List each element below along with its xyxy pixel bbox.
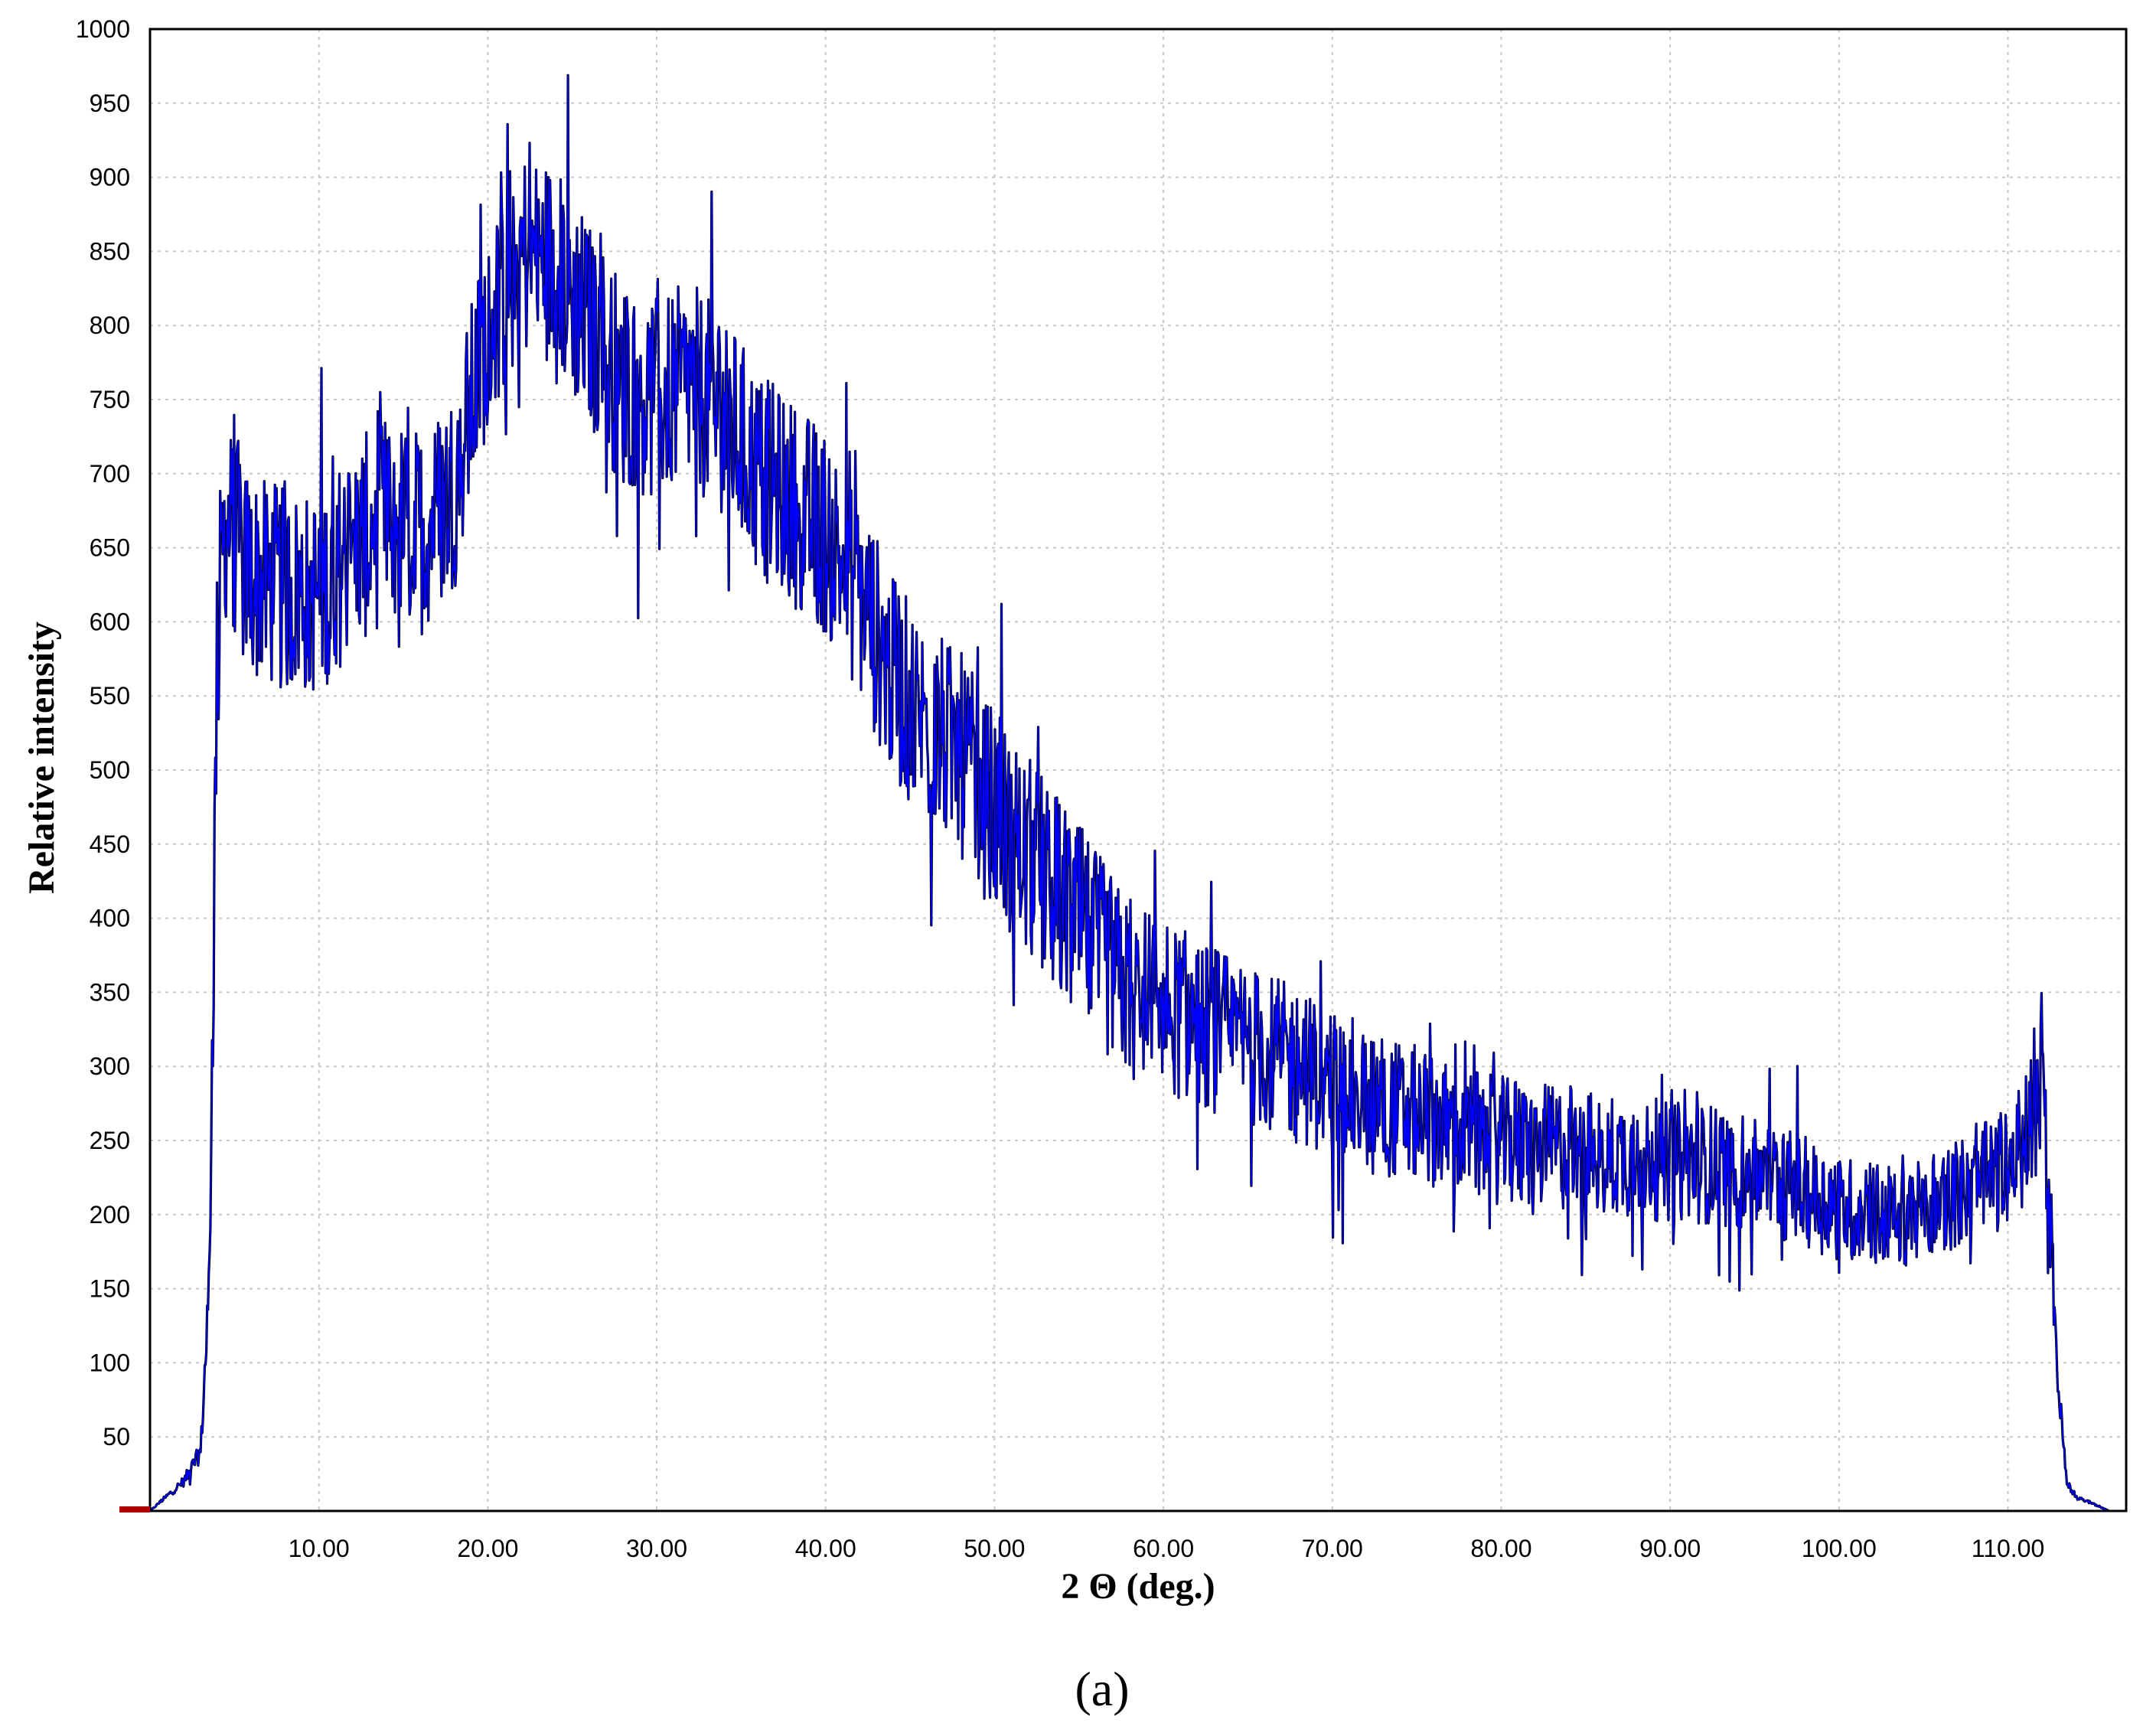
y-tick-label: 800 — [90, 312, 130, 339]
x-tick-label: 60.00 — [1133, 1535, 1194, 1562]
y-tick-label: 1000 — [76, 15, 130, 43]
y-tick-label: 600 — [90, 608, 130, 635]
y-tick-label: 100 — [90, 1349, 130, 1376]
series-line — [149, 74, 2110, 1512]
y-tick-label: 450 — [90, 830, 130, 858]
y-tick-label: 550 — [90, 682, 130, 710]
plot-frame — [148, 28, 2128, 1512]
y-tick-label: 300 — [90, 1052, 130, 1080]
x-tick-label: 70.00 — [1302, 1535, 1363, 1562]
y-tick-label: 750 — [90, 386, 130, 413]
y-tick-label: 500 — [90, 756, 130, 784]
y-tick-label: 850 — [90, 237, 130, 265]
tick-labels: 10.00 20.00 30.00 40.00 50.00 60.00 70.00 80.00… — [76, 15, 2044, 1562]
x-tick-label: 50.00 — [964, 1535, 1025, 1562]
y-tick-label: 950 — [90, 90, 130, 117]
y-tick-label: 50 — [103, 1423, 130, 1450]
x-tick-label: 30.00 — [626, 1535, 687, 1562]
x-tick-label: 90.00 — [1639, 1535, 1701, 1562]
figure-caption: (a) — [1075, 1662, 1129, 1716]
x-tick-label: 10.00 — [289, 1535, 350, 1562]
y-tick-label: 900 — [90, 164, 130, 191]
y-tick-label: 250 — [90, 1127, 130, 1154]
x-tick-label: 40.00 — [795, 1535, 856, 1562]
x-tick-label: 100.00 — [1802, 1535, 1877, 1562]
y-tick-label: 350 — [90, 978, 130, 1006]
x-tick-label: 20.00 — [457, 1535, 518, 1562]
x-tick-label: 80.00 — [1470, 1535, 1531, 1562]
y-tick-label: 700 — [90, 460, 130, 488]
y-tick-label: 400 — [90, 905, 130, 932]
y-axis-title: Relative intensity — [21, 622, 62, 894]
series-intensity — [148, 73, 2110, 1512]
y-tick-label: 650 — [90, 534, 130, 562]
y-tick-label: 200 — [90, 1201, 130, 1229]
x-tick-label: 110.00 — [1972, 1535, 2045, 1562]
x-axis-title: 2 Θ (deg.) — [1061, 1566, 1215, 1607]
y-tick-label: 150 — [90, 1275, 130, 1303]
